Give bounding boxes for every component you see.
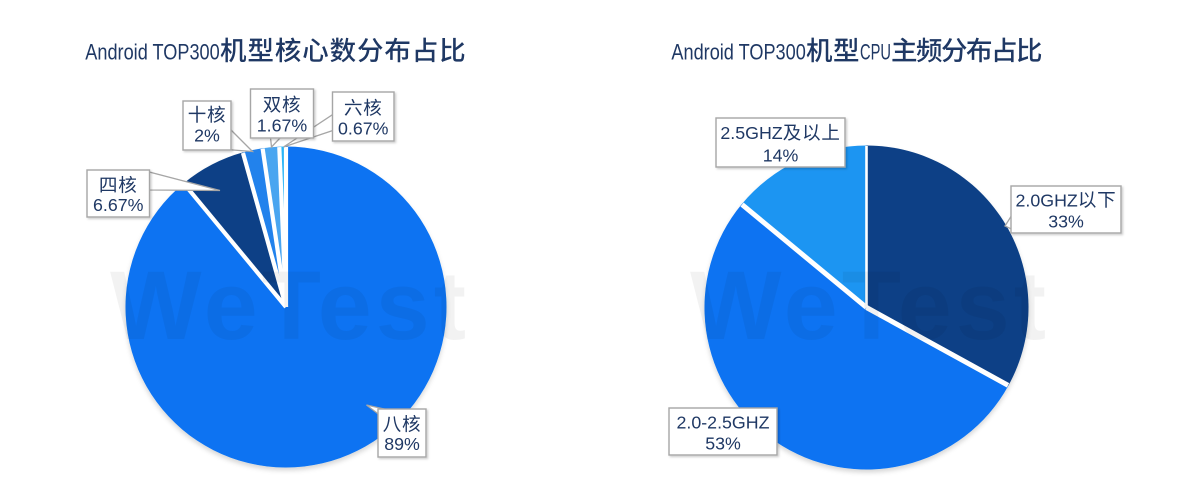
svg-text:2%: 2%: [194, 126, 220, 146]
svg-text:CPU: CPU: [860, 40, 891, 65]
svg-text:Android TOP300: Android TOP300: [671, 40, 805, 65]
svg-text:Android TOP300: Android TOP300: [85, 40, 219, 65]
svg-text:33%: 33%: [1048, 212, 1084, 232]
svg-text:2.0GHZ: 2.0GHZ: [1016, 190, 1078, 210]
svg-text:1.67%: 1.67%: [257, 116, 308, 136]
svg-text:2.0-2.5GHZ: 2.0-2.5GHZ: [677, 412, 770, 432]
svg-text:WeTest: WeTest: [690, 251, 1050, 360]
svg-text:6.67%: 6.67%: [93, 195, 144, 215]
svg-text:2.5GHZ: 2.5GHZ: [720, 123, 782, 143]
svg-text:89%: 89%: [384, 434, 420, 454]
svg-text:53%: 53%: [705, 434, 741, 454]
svg-text:WeTest: WeTest: [110, 251, 470, 360]
svg-text:0.67%: 0.67%: [338, 119, 389, 139]
svg-text:14%: 14%: [763, 146, 799, 166]
